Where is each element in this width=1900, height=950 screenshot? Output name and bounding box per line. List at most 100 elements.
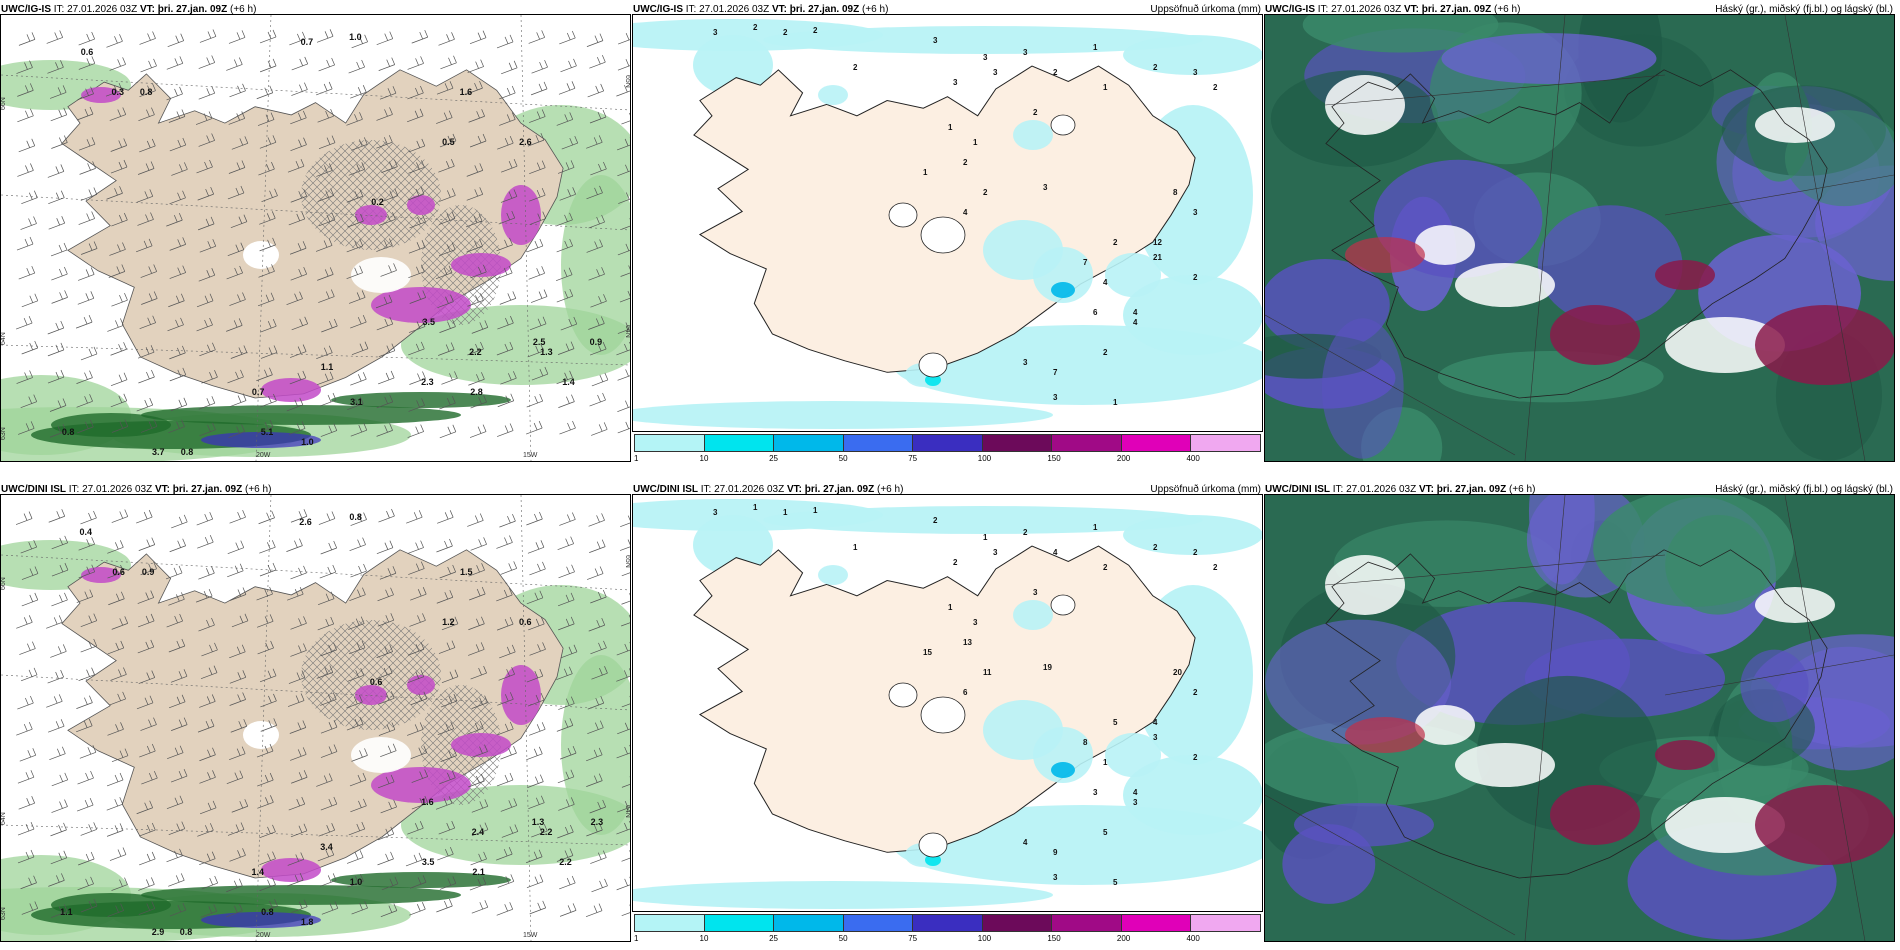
wind-barb-feather [564,826,569,835]
wind-barb-feather [448,796,453,804]
wind-barb-feather [93,510,97,519]
panel-header: UWC/IG-IS IT: 27.01.2026 03Z VT: þri. 27… [633,4,888,15]
wind-barb-feather [268,347,273,355]
wind-barb [586,33,604,47]
wind-barb-shaft [48,197,65,205]
wind-barb [586,566,604,580]
wind-barb-feather [569,848,574,856]
wind-barb-feather [566,396,570,404]
precip-core [371,287,471,323]
wind-barb-feather [572,187,576,195]
wind-barb-feather [213,904,218,912]
wind-barb-feather [333,744,338,752]
wind-barb-feather [565,343,570,351]
wind-barb-feather [568,267,573,275]
high-cloud-area [1345,717,1425,753]
wind-barb-shaft [75,321,93,329]
wind-barb [467,341,484,356]
wind-barb-feather [594,824,598,833]
wind-barb-feather [89,370,93,378]
wind-barb-feather [242,292,246,300]
wind-barb-feather [177,267,182,275]
wind-barb-feather [28,315,33,324]
wind-barb-feather [303,823,308,831]
wind-barb-shaft [321,908,338,915]
wind-barb-feather [328,345,333,353]
precip-value-label: 1.8 [301,917,314,927]
wind-barb-feather [573,644,578,652]
wind-barb-feather [420,56,424,64]
wind-barb-shaft [47,171,64,178]
wind-barb-feather [303,189,308,197]
wind-barb-feather [384,109,388,117]
wind-barb-shaft [139,858,156,866]
wind-barb-feather [270,112,275,120]
wind-barb-shaft [19,754,36,762]
lead-time: (+6 h) [230,4,257,15]
wind-barb-feather [241,424,245,432]
wind-barb-shaft [405,859,423,867]
wind-barb-feather [150,590,155,598]
wind-barb-shaft [468,569,485,577]
high-cloud-area [1655,740,1715,770]
wind-barb-feather [534,670,539,679]
wind-barb-shaft [560,323,577,331]
wind-barb-feather [393,799,397,808]
wind-barb-feather [238,216,243,224]
wind-barb-shaft [140,65,157,73]
iceland-coastline [1325,549,1828,879]
wind-barb-shaft [439,195,456,202]
wind-barb-feather [115,642,120,651]
wind-barb-shaft [407,729,424,736]
wind-barb-feather [601,316,605,324]
wind-barb-feather [513,189,518,197]
wind-barb-feather [91,537,95,545]
wind-barb [585,903,603,917]
wind-barb [438,820,456,835]
wind-barb-shaft [616,828,630,835]
wind-barb-feather [331,511,336,519]
wind-barb-feather [483,537,487,545]
wind-barb-feather [328,320,333,329]
wind-barb-shaft [527,699,545,707]
wind-barb [260,718,278,732]
init-time: 27.01.2026 03Z [1346,484,1417,495]
wind-barb-feather [238,318,243,326]
wind-barb [110,159,128,174]
wind-barb-feather [150,345,155,353]
wind-barb-shaft [168,645,185,653]
accum-shade [1123,515,1262,555]
wind-barb-feather [597,852,602,860]
glacier-outline [888,682,918,708]
wind-barb [230,345,248,359]
wind-barb-shaft [589,61,606,69]
wind-barb-feather [418,747,423,755]
wind-barb-feather [451,242,456,250]
wind-barb-shaft [138,114,155,121]
wind-barb-feather [29,370,33,378]
wind-barb-feather [181,109,186,117]
wind-barb-feather [446,34,450,42]
wind-barb-shaft [16,728,33,736]
wind-barb [560,316,578,331]
wind-barb-shaft [49,92,67,99]
wind-barb-feather [544,60,548,68]
wind-barb [199,422,216,437]
wind-barb-feather [419,108,424,116]
wind-barb-feather [120,722,124,730]
wind-barb-feather [571,394,575,402]
wind-barb-feather [355,875,359,884]
wind-barb [196,159,213,174]
wind-barb-shaft [256,593,273,601]
wind-barb-feather [119,823,124,831]
cloud-cover-panel-igis: UWC/IG-IS IT: 27.01.2026 03Z VT: þri. 27… [1264,0,1895,462]
wind-barb-shaft [436,905,453,913]
wind-barb-feather [384,425,388,433]
accum-shade [1033,247,1093,303]
wind-barb [589,109,607,124]
wind-barb-shaft [107,728,124,736]
wind-barb-feather [595,85,599,94]
wind-barb-feather [389,190,394,198]
wind-barb-shaft [79,751,96,759]
wind-barb-shaft [139,38,156,45]
